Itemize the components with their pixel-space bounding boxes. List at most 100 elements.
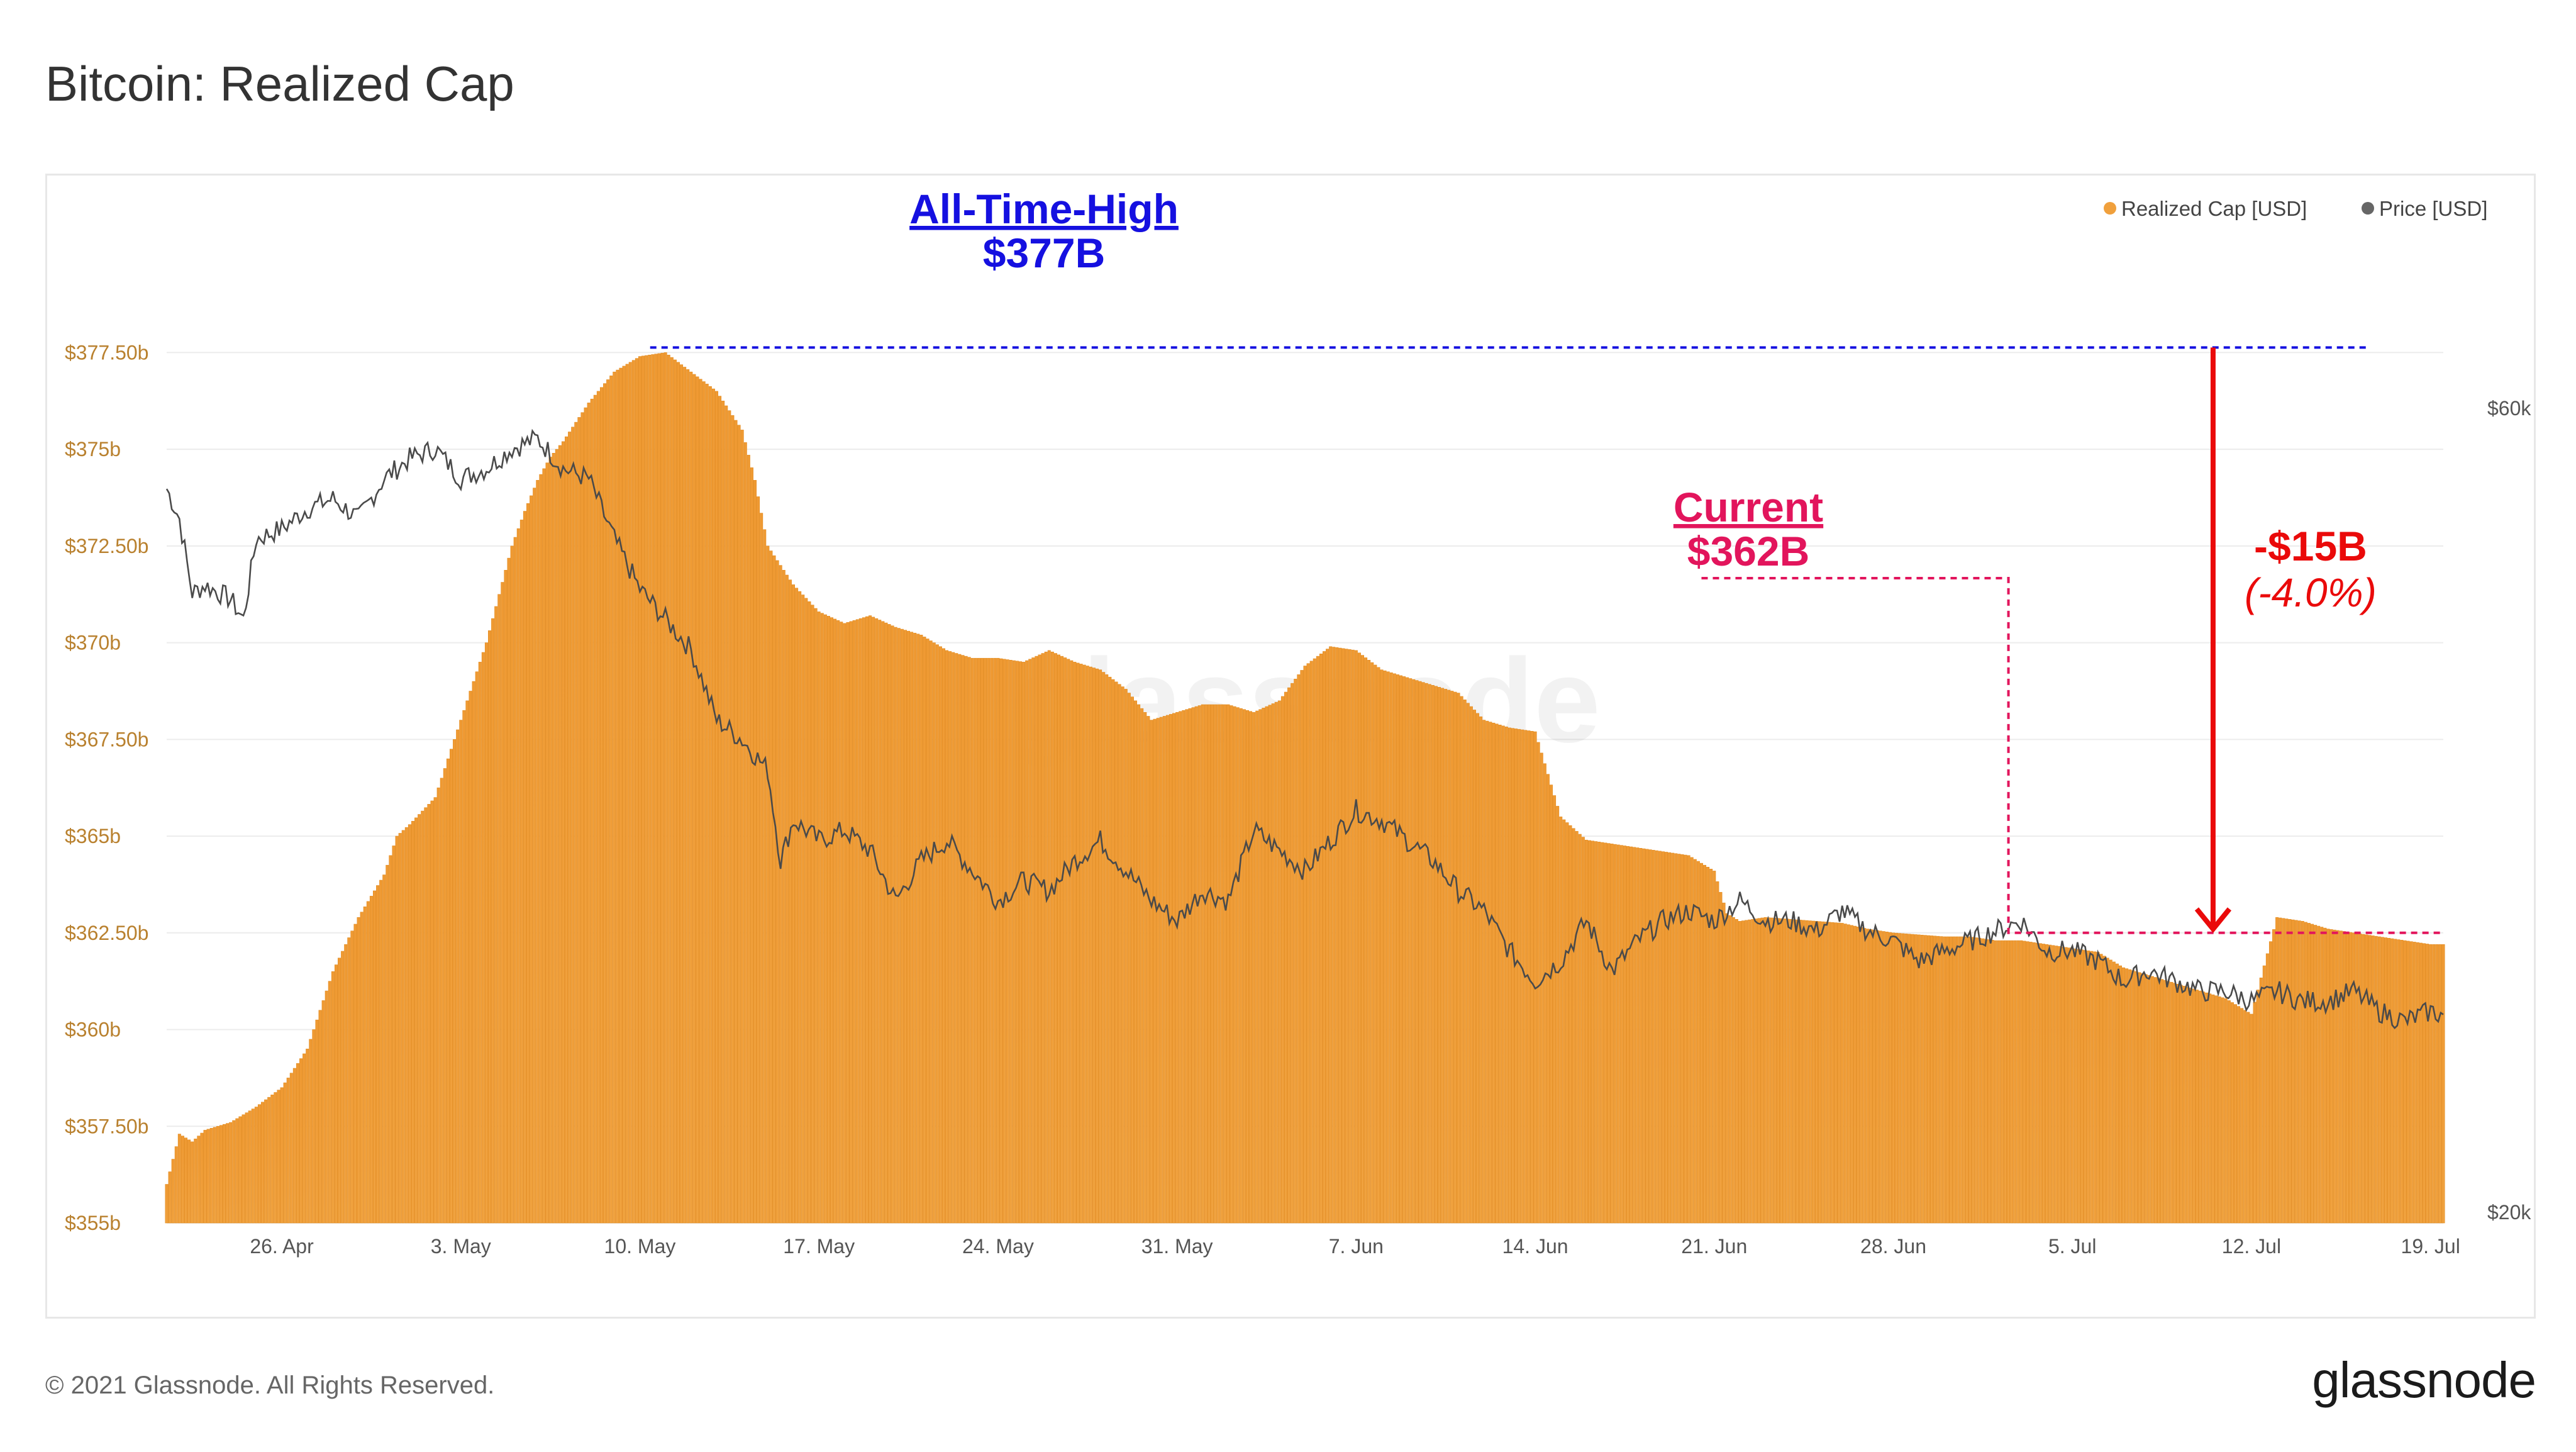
realized-cap-bar [1741, 920, 1745, 1224]
realized-cap-bar [1699, 863, 1703, 1224]
realized-cap-bar [497, 594, 501, 1224]
realized-cap-bar [1476, 713, 1480, 1224]
realized-cap-bar [2253, 1002, 2257, 1224]
realized-cap-bar [443, 768, 447, 1224]
realized-cap-bar [1863, 928, 1867, 1224]
realized-cap-bar [1789, 919, 1793, 1224]
legend-label-realized-cap[interactable]: Realized Cap [USD] [2121, 197, 2307, 220]
realized-cap-bar [1469, 706, 1473, 1224]
realized-cap-bar [1354, 650, 1358, 1224]
realized-cap-bar [1121, 686, 1124, 1224]
realized-cap-bar [1306, 663, 1310, 1224]
realized-cap-bar [1025, 660, 1029, 1224]
realized-cap-bar [1418, 681, 1422, 1224]
x-axis-tick-label: 17. May [783, 1235, 855, 1258]
x-axis-tick-label: 21. Jun [1681, 1235, 1747, 1258]
realized-cap-bar [1188, 708, 1192, 1224]
realized-cap-bar [347, 937, 351, 1224]
realized-cap-bar [1501, 725, 1505, 1224]
realized-cap-bar [1444, 689, 1448, 1224]
realized-cap-bar [692, 374, 696, 1224]
realized-cap-bar [1888, 932, 1892, 1224]
realized-cap-bar [1479, 716, 1483, 1224]
realized-cap-bar [2394, 939, 2397, 1224]
realized-cap-bar [1096, 668, 1099, 1224]
realized-cap-bar [1492, 722, 1496, 1224]
realized-cap-bar [2288, 919, 2292, 1224]
realized-cap-bar [1687, 855, 1690, 1224]
realized-cap-bar [2246, 1012, 2250, 1224]
realized-cap-bar [673, 359, 677, 1224]
realized-cap-bar [1441, 688, 1445, 1224]
realized-cap-bar [2048, 944, 2052, 1224]
change-pct-label: (-4.0%) [2245, 570, 2377, 615]
realized-cap-bar [686, 369, 690, 1224]
realized-cap-bar [1153, 718, 1157, 1224]
realized-cap-bar [1936, 935, 1940, 1224]
realized-cap-bar [1124, 689, 1128, 1224]
realized-cap-bar [1134, 700, 1138, 1224]
realized-cap-bar [948, 651, 952, 1224]
realized-cap-bar [714, 391, 718, 1224]
realized-cap-bar [283, 1082, 287, 1224]
realized-cap-bar [1165, 715, 1169, 1224]
x-axis: 26. Apr 3. May 10. May 17. May 24. May 31. Ma… [250, 1235, 2460, 1258]
realized-cap-bar [191, 1141, 194, 1224]
realized-cap-bar [1280, 696, 1284, 1224]
realized-cap-bar [1482, 720, 1486, 1224]
realized-cap-bar [1616, 844, 1620, 1224]
realized-cap-bar [2185, 986, 2189, 1224]
realized-cap-bar [801, 595, 805, 1224]
realized-cap-bar [628, 362, 632, 1224]
realized-cap-bar [587, 403, 591, 1224]
realized-cap-bar [970, 657, 974, 1224]
realized-cap-bar [1022, 662, 1026, 1224]
realized-cap-bar [274, 1092, 277, 1224]
realized-cap-bar [858, 618, 862, 1224]
realized-cap-bar [1085, 666, 1089, 1224]
realized-cap-bar [1613, 844, 1617, 1224]
realized-cap-bar [2189, 988, 2192, 1224]
realized-cap-bar [376, 885, 380, 1224]
realized-cap-bar [1204, 704, 1208, 1224]
realized-cap-bar [427, 804, 431, 1224]
realized-cap-bar [433, 797, 437, 1224]
realized-cap-bar [875, 618, 879, 1224]
legend-marker-price[interactable] [2362, 202, 2374, 215]
realized-cap-bar [1511, 728, 1514, 1224]
realized-cap-bar [2125, 968, 2129, 1224]
realized-cap-bar [1169, 714, 1172, 1224]
realized-cap-bar [907, 630, 911, 1224]
realized-cap-bar [2061, 946, 2065, 1224]
realized-cap-bar [1498, 724, 1502, 1224]
realized-cap-bar [398, 833, 402, 1224]
realized-cap-bar [814, 608, 818, 1224]
realized-cap-bar [1277, 700, 1281, 1224]
realized-cap-bar [1575, 831, 1579, 1224]
realized-cap-bar [1258, 709, 1262, 1224]
legend-marker-realized-cap[interactable] [2104, 202, 2116, 215]
realized-cap-bar [663, 352, 667, 1224]
realized-cap-bar [177, 1134, 181, 1224]
realized-cap-bar [609, 376, 613, 1224]
realized-cap-bar [2173, 983, 2177, 1224]
realized-cap-bar [286, 1078, 290, 1224]
realized-cap-bar [168, 1171, 172, 1224]
realized-cap-bar [2416, 942, 2419, 1224]
realized-cap-bar [251, 1109, 255, 1224]
realized-cap-bar [1002, 659, 1006, 1224]
realized-cap-bar [1645, 849, 1649, 1224]
realized-cap-bar [1975, 937, 1979, 1224]
realized-cap-bar [1472, 710, 1476, 1224]
realized-cap-bar [613, 371, 616, 1224]
realized-cap-bar [897, 628, 901, 1224]
legend-label-price[interactable]: Price [USD] [2379, 197, 2487, 220]
realized-cap-bar [328, 981, 331, 1224]
realized-cap-bar [1364, 657, 1368, 1224]
realized-cap-bar [2167, 981, 2170, 1224]
realized-cap-bar [740, 430, 744, 1224]
realized-cap-bar [1696, 861, 1700, 1224]
realized-cap-bar [938, 646, 942, 1224]
realized-cap-bar [836, 620, 840, 1224]
realized-cap-bar [299, 1058, 303, 1224]
